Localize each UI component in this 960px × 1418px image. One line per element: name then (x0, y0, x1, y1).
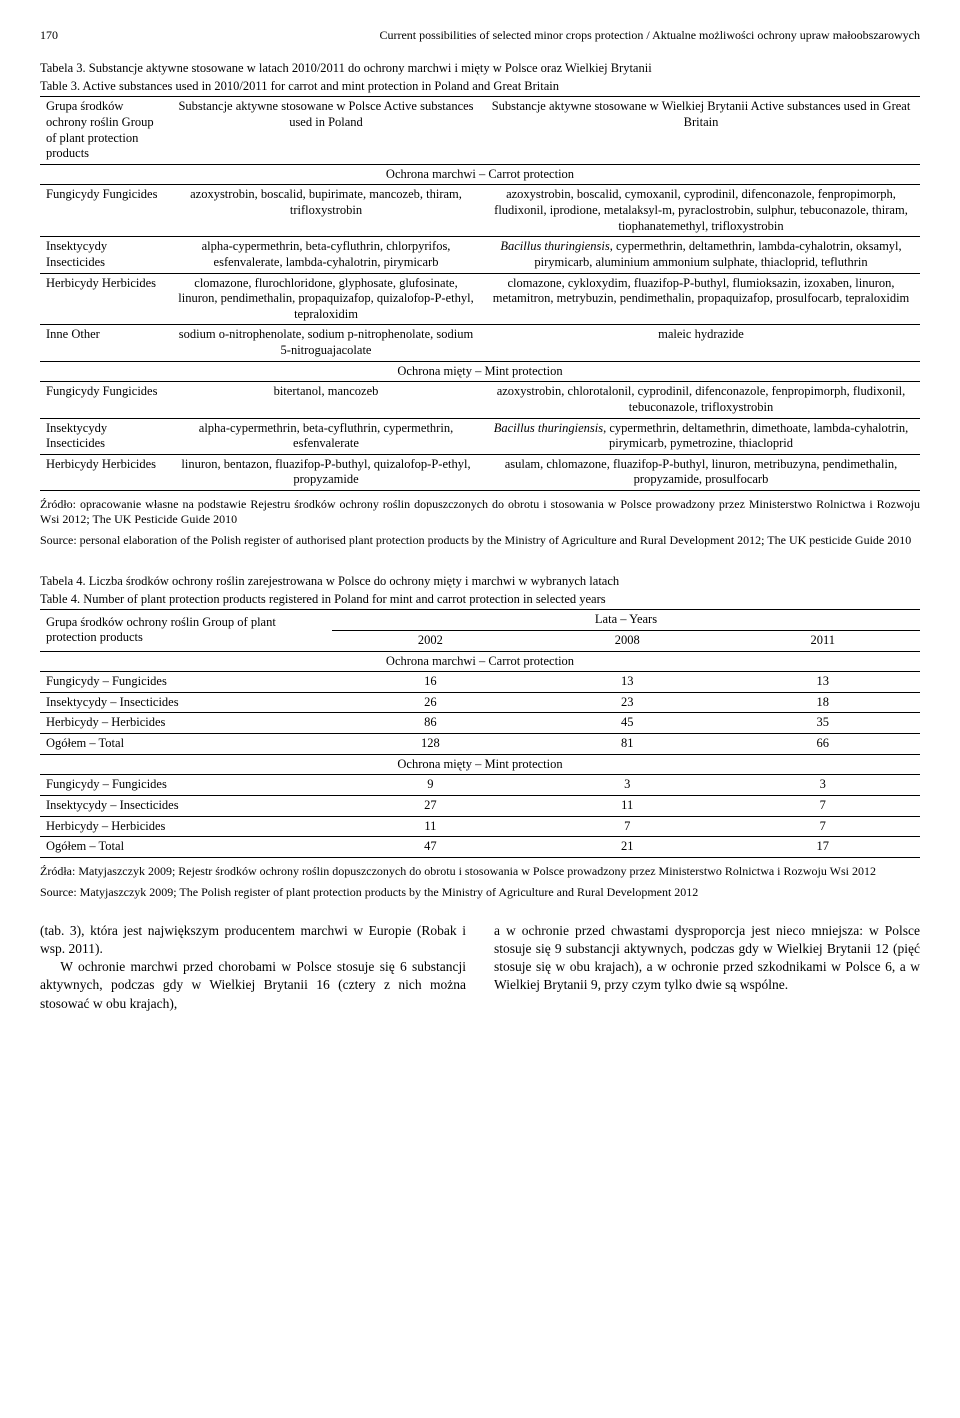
t4-header-group: Grupa środków ochrony roślin Group of pl… (40, 610, 332, 651)
t3-pl: sodium o-nitrophenolate, sodium p-nitrop… (170, 325, 482, 361)
t4-value: 26 (332, 692, 529, 713)
t4-year: 2011 (726, 630, 920, 651)
t3-gb: asulam, chlomazone, fluazifop-P-buthyl, … (482, 454, 920, 490)
table4-title-en: Table 4. Number of plant protection prod… (40, 592, 920, 608)
t3-group: Insektycydy Insecticides (40, 418, 170, 454)
t4-value: 81 (529, 734, 726, 755)
t3-section-carrot: Ochrona marchwi – Carrot protection (40, 164, 920, 185)
table-row: Ogółem – Total1288166 (40, 734, 920, 755)
t4-value: 7 (726, 816, 920, 837)
t4-value: 3 (529, 775, 726, 796)
table-row: Fungicydy Fungicidesbitertanol, mancozeb… (40, 382, 920, 418)
t4-value: 128 (332, 734, 529, 755)
table-row: Herbicydy Herbicideslinuron, bentazon, f… (40, 454, 920, 490)
t3-header-gb: Substancje aktywne stosowane w Wielkiej … (482, 97, 920, 165)
t3-group: Inne Other (40, 325, 170, 361)
t4-group: Ogółem – Total (40, 837, 332, 858)
t4-value: 9 (332, 775, 529, 796)
t4-section-mint: Ochrona mięty – Mint protection (40, 754, 920, 775)
t4-value: 18 (726, 692, 920, 713)
table4-source-pl: Źródła: Matyjaszczyk 2009; Rejestr środk… (40, 864, 920, 879)
table-row: Insektycydy – Insecticides262318 (40, 692, 920, 713)
t4-value: 27 (332, 795, 529, 816)
t4-group: Fungicydy – Fungicides (40, 672, 332, 693)
t4-group: Fungicydy – Fungicides (40, 775, 332, 796)
t4-group: Ogółem – Total (40, 734, 332, 755)
t4-value: 66 (726, 734, 920, 755)
table3-source-en: Source: personal elaboration of the Poli… (40, 533, 920, 548)
t4-value: 7 (529, 816, 726, 837)
body-p1b: W ochronie marchwi przed chorobami w Pol… (40, 958, 466, 1013)
t3-pl: azoxystrobin, boscalid, bupirimate, manc… (170, 185, 482, 237)
t4-section-carrot: Ochrona marchwi – Carrot protection (40, 651, 920, 672)
t4-value: 45 (529, 713, 726, 734)
table-row: Fungicydy Fungicidesazoxystrobin, boscal… (40, 185, 920, 237)
t3-pl: alpha-cypermethrin, beta-cyfluthrin, cyp… (170, 418, 482, 454)
table-row: Herbicydy – Herbicides1177 (40, 816, 920, 837)
t3-group: Herbicydy Herbicides (40, 454, 170, 490)
t4-value: 47 (332, 837, 529, 858)
t4-value: 35 (726, 713, 920, 734)
t3-group: Insektycydy Insecticides (40, 237, 170, 273)
t4-value: 11 (529, 795, 726, 816)
page-number: 170 (40, 28, 58, 43)
t3-pl: alpha-cypermethrin, beta-cyfluthrin, chl… (170, 237, 482, 273)
t4-group: Herbicydy – Herbicides (40, 713, 332, 734)
table3-source-pl: Źródło: opracowanie własne na podstawie … (40, 497, 920, 527)
table4-title-pl: Tabela 4. Liczba środków ochrony roślin … (40, 574, 920, 590)
t3-gb: Bacillus thuringiensis, cypermethrin, de… (482, 418, 920, 454)
t4-group: Herbicydy – Herbicides (40, 816, 332, 837)
t4-value: 13 (529, 672, 726, 693)
table-row: Fungicydy – Fungicides161313 (40, 672, 920, 693)
t3-gb: azoxystrobin, chlorotalonil, cyprodinil,… (482, 382, 920, 418)
t4-year: 2008 (529, 630, 726, 651)
table4: Grupa środków ochrony roślin Group of pl… (40, 609, 920, 858)
body-p2: a w ochronie przed chwastami dysproporcj… (494, 923, 920, 993)
t3-group: Fungicydy Fungicides (40, 185, 170, 237)
t4-value: 3 (726, 775, 920, 796)
t4-value: 86 (332, 713, 529, 734)
body-p1a: (tab. 3), która jest największym produce… (40, 923, 466, 956)
t3-header-group: Grupa środków ochrony roślin Group of pl… (40, 97, 170, 165)
table-row: Herbicydy – Herbicides864535 (40, 713, 920, 734)
t4-value: 16 (332, 672, 529, 693)
t3-pl: linuron, bentazon, fluazifop-P-buthyl, q… (170, 454, 482, 490)
table-row: Fungicydy – Fungicides933 (40, 775, 920, 796)
t4-value: 7 (726, 795, 920, 816)
table3: Grupa środków ochrony roślin Group of pl… (40, 96, 920, 491)
table-row: Ogółem – Total472117 (40, 837, 920, 858)
t4-group: Insektycydy – Insecticides (40, 692, 332, 713)
t3-section-mint: Ochrona mięty – Mint protection (40, 361, 920, 382)
running-title: Current possibilities of selected minor … (379, 28, 920, 43)
table3-title-en: Table 3. Active substances used in 2010/… (40, 79, 920, 95)
t3-gb: azoxystrobin, boscalid, cymoxanil, cypro… (482, 185, 920, 237)
t4-value: 17 (726, 837, 920, 858)
t3-pl: clomazone, flurochloridone, glyphosate, … (170, 273, 482, 325)
t3-group: Fungicydy Fungicides (40, 382, 170, 418)
t4-value: 13 (726, 672, 920, 693)
t4-header-years: Lata – Years (332, 610, 920, 631)
table-row: Inne Othersodium o-nitrophenolate, sodiu… (40, 325, 920, 361)
t3-group: Herbicydy Herbicides (40, 273, 170, 325)
running-header: 170 Current possibilities of selected mi… (40, 28, 920, 43)
table3-title-pl: Tabela 3. Substancje aktywne stosowane w… (40, 61, 920, 77)
body-text: (tab. 3), która jest największym produce… (40, 922, 920, 1013)
table-row: Herbicydy Herbicidesclomazone, flurochlo… (40, 273, 920, 325)
t4-value: 11 (332, 816, 529, 837)
t4-value: 21 (529, 837, 726, 858)
table-row: Insektycydy Insecticidesalpha-cypermethr… (40, 237, 920, 273)
t3-header-pl: Substancje aktywne stosowane w Polsce Ac… (170, 97, 482, 165)
t3-gb: Bacillus thuringiensis, cypermethrin, de… (482, 237, 920, 273)
table-row: Insektycydy – Insecticides27117 (40, 795, 920, 816)
t3-gb: maleic hydrazide (482, 325, 920, 361)
table4-source-en: Source: Matyjaszczyk 2009; The Polish re… (40, 885, 920, 900)
t3-pl: bitertanol, mancozeb (170, 382, 482, 418)
t4-value: 23 (529, 692, 726, 713)
t4-group: Insektycydy – Insecticides (40, 795, 332, 816)
table-row: Insektycydy Insecticidesalpha-cypermethr… (40, 418, 920, 454)
t4-year: 2002 (332, 630, 529, 651)
t3-gb: clomazone, cykloxydim, fluazifop-P-buthy… (482, 273, 920, 325)
